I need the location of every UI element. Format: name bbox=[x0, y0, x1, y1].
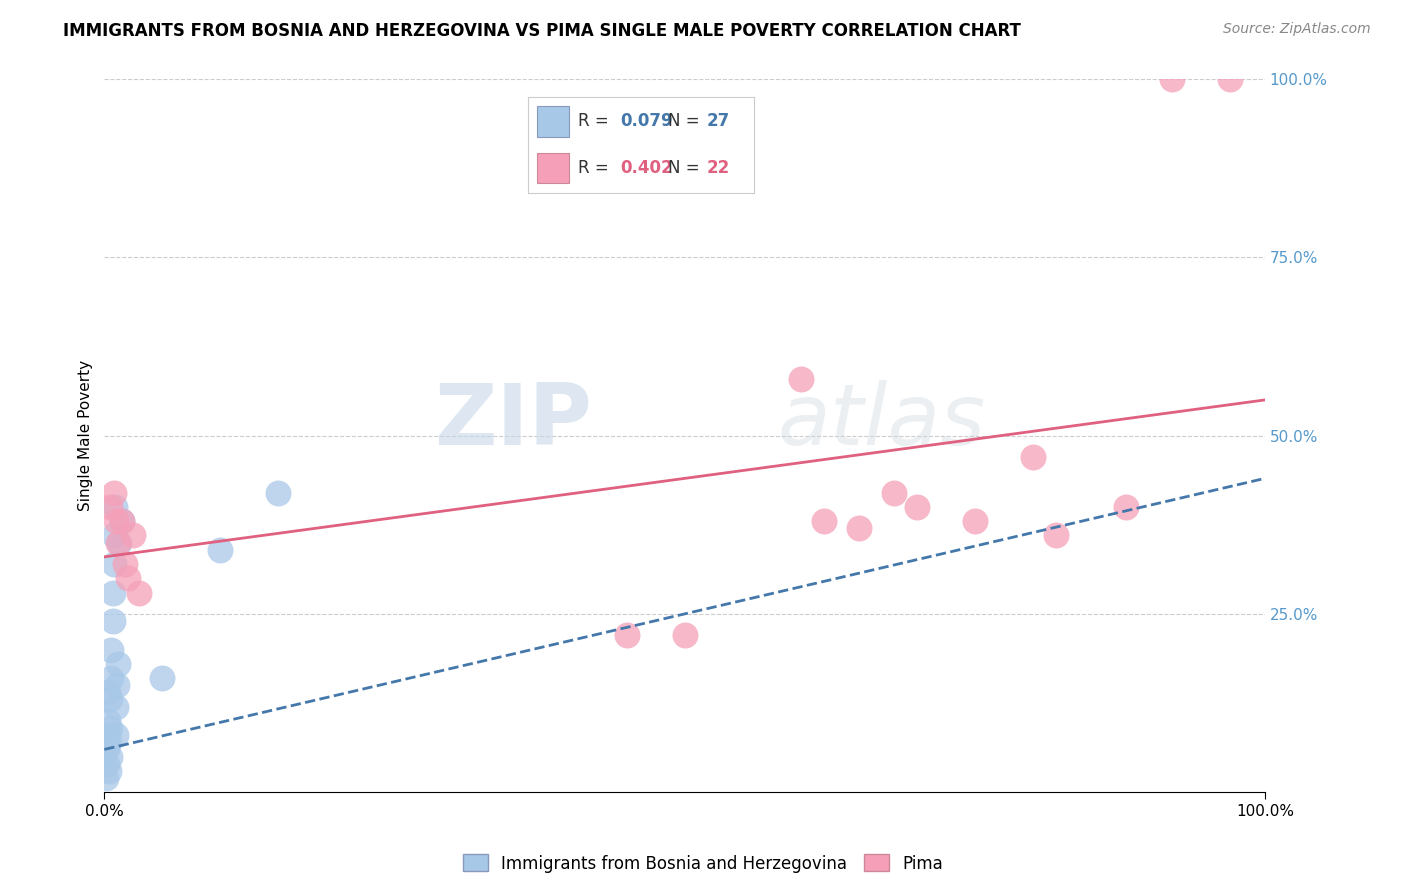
Point bbox=[1115, 500, 1137, 514]
Point bbox=[104, 699, 127, 714]
Point bbox=[101, 614, 124, 628]
Point bbox=[267, 485, 290, 500]
Point bbox=[122, 528, 145, 542]
Point bbox=[94, 771, 117, 785]
Point bbox=[98, 721, 121, 735]
Point bbox=[1219, 72, 1241, 87]
Text: IMMIGRANTS FROM BOSNIA AND HERZEGOVINA VS PIMA SINGLE MALE POVERTY CORRELATION C: IMMIGRANTS FROM BOSNIA AND HERZEGOVINA V… bbox=[63, 22, 1021, 40]
Point bbox=[96, 756, 118, 771]
Point bbox=[111, 514, 134, 528]
Text: atlas: atlas bbox=[778, 380, 986, 463]
Point bbox=[96, 742, 118, 756]
Point bbox=[114, 557, 136, 571]
Point bbox=[98, 735, 121, 749]
Point bbox=[848, 521, 870, 535]
Point bbox=[108, 535, 131, 549]
Point bbox=[98, 764, 121, 778]
Point bbox=[152, 671, 174, 685]
Point bbox=[104, 500, 127, 514]
Point bbox=[1022, 450, 1045, 464]
Point bbox=[97, 728, 120, 742]
Point bbox=[97, 714, 120, 728]
Point bbox=[100, 642, 122, 657]
Point bbox=[1045, 528, 1067, 542]
Point bbox=[97, 685, 120, 699]
Text: ZIP: ZIP bbox=[434, 380, 592, 463]
Point bbox=[789, 371, 811, 385]
Point bbox=[111, 514, 134, 528]
Point bbox=[107, 535, 129, 549]
Point bbox=[103, 528, 125, 542]
Point bbox=[103, 485, 125, 500]
Point bbox=[128, 585, 150, 599]
Point bbox=[117, 571, 139, 585]
Point bbox=[101, 585, 124, 599]
Point bbox=[105, 678, 128, 692]
Point bbox=[104, 728, 127, 742]
Point bbox=[209, 542, 232, 557]
Point bbox=[103, 557, 125, 571]
Text: Source: ZipAtlas.com: Source: ZipAtlas.com bbox=[1223, 22, 1371, 37]
Y-axis label: Single Male Poverty: Single Male Poverty bbox=[79, 360, 93, 511]
Point bbox=[905, 500, 928, 514]
Point bbox=[100, 671, 122, 685]
Legend: Immigrants from Bosnia and Herzegovina, Pima: Immigrants from Bosnia and Herzegovina, … bbox=[457, 847, 949, 880]
Point bbox=[963, 514, 986, 528]
Point bbox=[107, 657, 129, 671]
Point bbox=[1161, 72, 1184, 87]
Point bbox=[98, 692, 121, 706]
Point bbox=[616, 628, 638, 642]
Point bbox=[813, 514, 835, 528]
Point bbox=[98, 749, 121, 764]
Point bbox=[882, 485, 904, 500]
Point bbox=[98, 500, 121, 514]
Point bbox=[673, 628, 696, 642]
Point bbox=[104, 514, 127, 528]
